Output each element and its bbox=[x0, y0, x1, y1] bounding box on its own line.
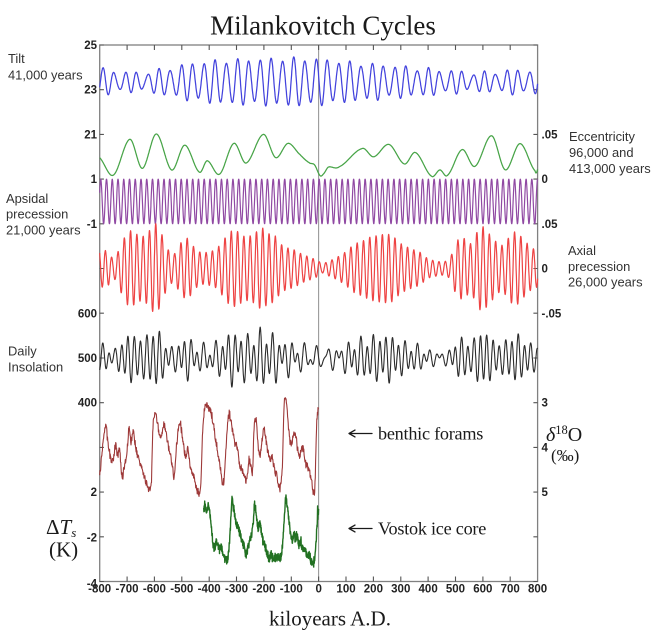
svg-text:-300: -300 bbox=[225, 584, 248, 596]
svg-text:96,000 and: 96,000 and bbox=[569, 145, 634, 160]
svg-text:23: 23 bbox=[84, 85, 97, 97]
svg-text:0: 0 bbox=[315, 584, 321, 596]
svg-text:600: 600 bbox=[78, 308, 97, 320]
svg-text:500: 500 bbox=[78, 353, 97, 365]
svg-text:-800: -800 bbox=[88, 584, 111, 596]
svg-text:kiloyears A.D.: kiloyears A.D. bbox=[269, 607, 391, 631]
svg-text:-200: -200 bbox=[252, 584, 275, 596]
svg-text:700: 700 bbox=[501, 584, 520, 596]
svg-text:.05: .05 bbox=[542, 219, 559, 231]
svg-text:41,000 years: 41,000 years bbox=[8, 68, 83, 83]
svg-text:25: 25 bbox=[84, 40, 97, 52]
svg-text:4: 4 bbox=[542, 442, 549, 454]
svg-text:21,000 years: 21,000 years bbox=[6, 222, 81, 237]
svg-text:Milankovitch Cycles: Milankovitch Cycles bbox=[210, 11, 436, 41]
svg-text:413,000 years: 413,000 years bbox=[569, 161, 651, 176]
svg-text:2: 2 bbox=[91, 487, 97, 499]
svg-text:1: 1 bbox=[91, 174, 98, 186]
svg-text:-.05: -.05 bbox=[542, 308, 562, 320]
svg-text:0: 0 bbox=[542, 174, 548, 186]
svg-text:5: 5 bbox=[542, 487, 549, 499]
svg-text:Vostok ice core: Vostok ice core bbox=[378, 519, 486, 539]
svg-text:100: 100 bbox=[336, 584, 355, 596]
svg-text:(K): (K) bbox=[49, 538, 78, 562]
svg-text:400: 400 bbox=[78, 398, 97, 410]
svg-text:400: 400 bbox=[419, 584, 438, 596]
svg-text:benthic forams: benthic forams bbox=[378, 424, 483, 444]
svg-text:0: 0 bbox=[542, 264, 548, 276]
svg-text:precession: precession bbox=[568, 259, 630, 274]
svg-text:26,000 years: 26,000 years bbox=[568, 275, 643, 290]
svg-text:500: 500 bbox=[446, 584, 465, 596]
svg-text:Eccentricity: Eccentricity bbox=[569, 129, 635, 144]
svg-text:300: 300 bbox=[391, 584, 410, 596]
svg-text:precession: precession bbox=[6, 207, 68, 222]
svg-text:21: 21 bbox=[84, 129, 97, 141]
svg-text:Apsidal: Apsidal bbox=[6, 191, 48, 206]
svg-text:Axial: Axial bbox=[568, 243, 596, 258]
svg-text:-700: -700 bbox=[116, 584, 139, 596]
svg-text:-2: -2 bbox=[87, 532, 97, 544]
svg-text:Daily: Daily bbox=[8, 344, 37, 359]
svg-text:3: 3 bbox=[542, 398, 548, 410]
svg-text:-4: -4 bbox=[87, 579, 98, 591]
svg-text:(‰): (‰) bbox=[551, 446, 579, 465]
svg-text:200: 200 bbox=[364, 584, 383, 596]
svg-text:600: 600 bbox=[473, 584, 492, 596]
svg-text:Tilt: Tilt bbox=[8, 51, 25, 66]
svg-text:-500: -500 bbox=[170, 584, 193, 596]
svg-text:.05: .05 bbox=[542, 129, 559, 141]
svg-text:800: 800 bbox=[528, 584, 547, 596]
svg-text:-600: -600 bbox=[143, 584, 166, 596]
svg-text:-1: -1 bbox=[87, 219, 98, 231]
svg-text:-400: -400 bbox=[198, 584, 221, 596]
svg-text:Insolation: Insolation bbox=[8, 360, 63, 375]
svg-text:δ18O: δ18O bbox=[546, 423, 582, 446]
svg-text:-100: -100 bbox=[280, 584, 303, 596]
